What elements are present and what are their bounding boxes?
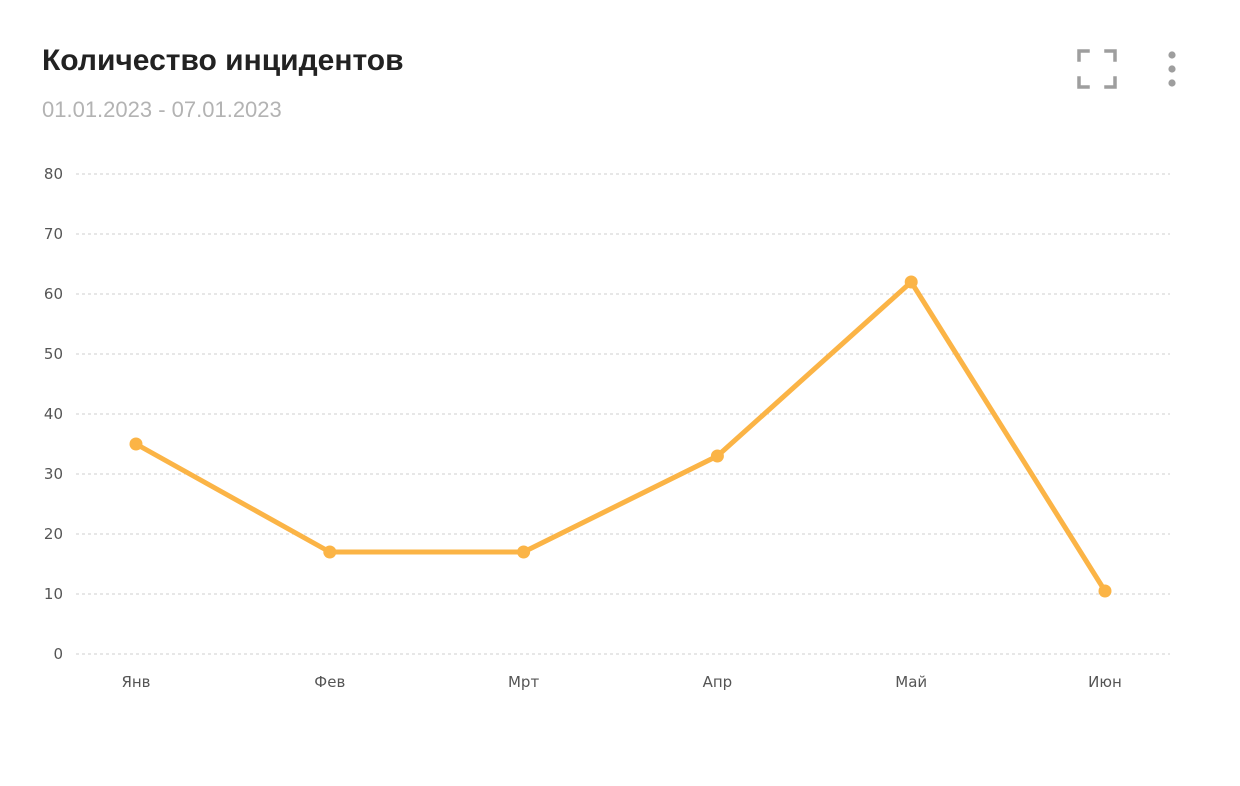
data-point [129,437,143,451]
data-point [904,275,918,289]
y-tick-label: 10 [44,585,63,603]
y-tick-label: 0 [53,645,63,663]
series-line [133,279,1108,594]
y-tick-label: 40 [44,405,63,423]
more-vertical-icon [1168,51,1176,87]
y-tick-label: 80 [44,165,63,183]
fullscreen-button[interactable] [1074,46,1120,92]
more-options-button[interactable] [1158,46,1186,92]
data-point [1098,584,1112,598]
x-tick-label: Июн [1088,673,1122,691]
incident-line-chart: 0 10 20 30 40 50 60 70 80 Янв Фев Мрт Апр Май Июн [44,165,1170,691]
date-range: 01.01.2023 - 07.01.2023 [42,97,282,122]
y-tick-label: 30 [44,465,63,483]
x-tick-label: Мрт [508,673,539,691]
x-tick-label: Апр [703,673,733,691]
y-tick-label: 60 [44,285,63,303]
data-point [517,545,531,559]
x-tick-label: Фев [314,673,345,691]
y-tick-label: 50 [44,345,63,363]
fullscreen-icon [1077,49,1117,89]
widget-title: Количество инцидентов [42,44,404,77]
x-tick-label: Янв [121,673,150,691]
x-tick-label: Май [895,673,927,691]
y-tick-label: 20 [44,525,63,543]
data-point [710,449,724,463]
y-tick-label: 70 [44,225,63,243]
data-point [323,545,337,559]
